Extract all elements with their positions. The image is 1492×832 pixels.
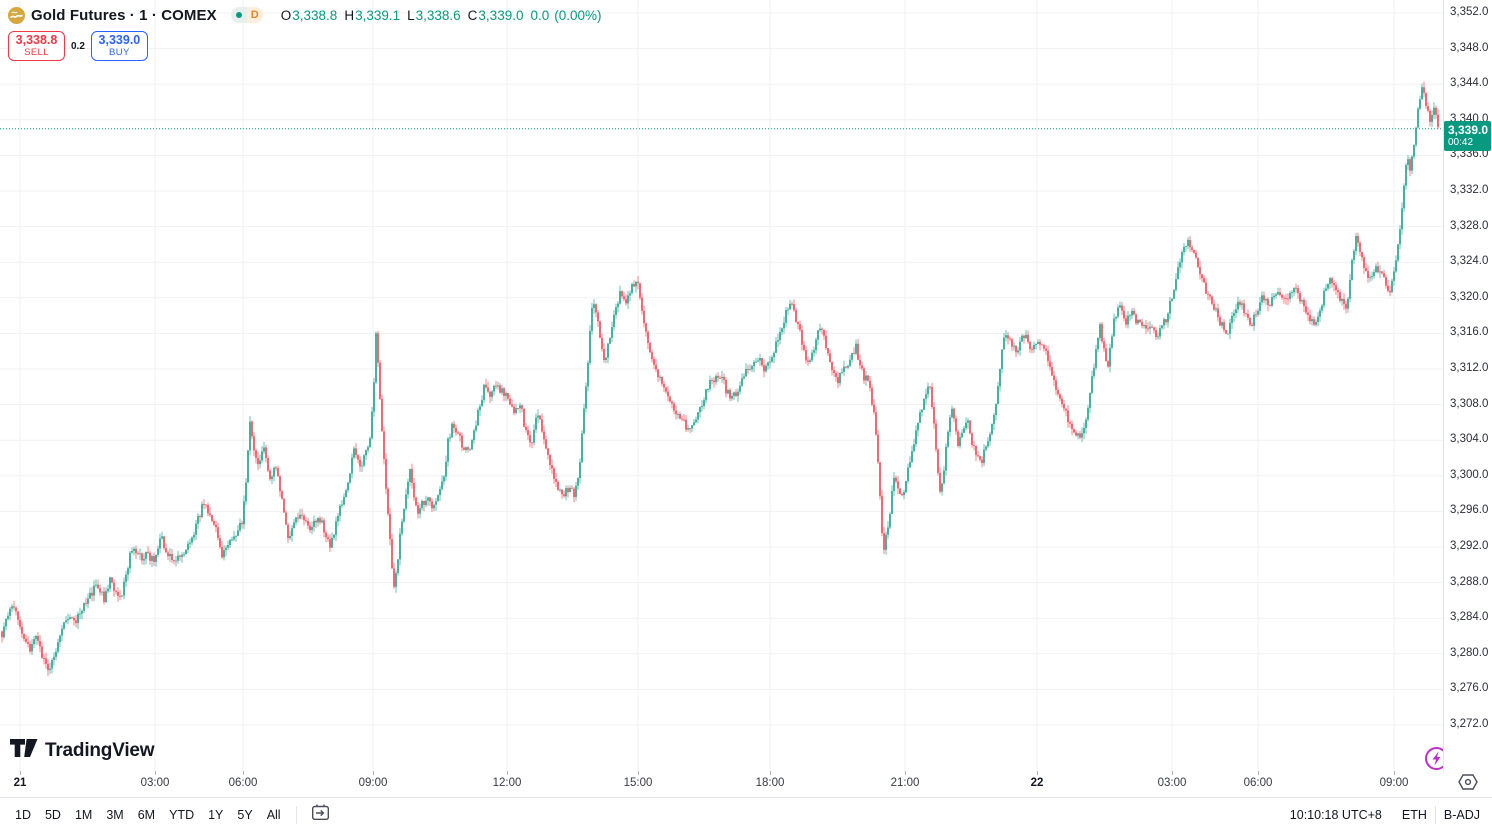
sell-label: SELL	[24, 46, 49, 58]
toolbar-right: 10:10:18 UTC+8 ETH B-ADJ	[1290, 806, 1492, 824]
time-axis-label: 22	[1030, 777, 1044, 789]
chart-header: Gold Futures · 1 · COMEX D O 3,338.8 H 3…	[8, 5, 607, 61]
session-type-button[interactable]: ETH	[1401, 808, 1427, 822]
axis-corner[interactable]	[1443, 771, 1492, 797]
time-axis-tick	[1394, 771, 1395, 775]
price-axis-label: 3,324.0	[1450, 255, 1489, 268]
time-axis-tick	[1258, 771, 1259, 775]
axis-settings-icon[interactable]	[1457, 772, 1479, 797]
last-price-value: 3,339.0	[1448, 123, 1489, 137]
time-axis-tick	[1037, 771, 1038, 775]
tradingview-logo[interactable]: TradingView	[10, 739, 155, 762]
buy-price: 3,339.0	[98, 32, 141, 47]
tradingview-logo-icon	[10, 739, 38, 762]
calendar-arrow-icon	[311, 803, 330, 827]
time-axis-tick	[20, 771, 21, 775]
time-axis-label: 06:00	[228, 777, 258, 789]
price-axis-label: 3,296.0	[1450, 504, 1489, 517]
time-axis-label: 03:00	[140, 777, 170, 789]
price-axis-label: 3,352.0	[1450, 6, 1489, 18]
bar-countdown: 00:42	[1448, 137, 1474, 149]
range-button-3m[interactable]: 3M	[106, 808, 124, 822]
price-axis-label: 3,304.0	[1450, 433, 1489, 446]
time-axis-label: 21	[13, 777, 27, 789]
open-value: 3,338.8	[292, 7, 338, 23]
price-axis-label: 3,280.0	[1450, 646, 1489, 659]
change-percent: (0.00%)	[554, 7, 602, 23]
ohlc-values: O 3,338.8 H 3,339.1 L 3,338.6 C 3,339.0 …	[281, 8, 607, 23]
price-axis-label: 3,276.0	[1450, 682, 1489, 695]
bid-ask-spread: 0.2	[71, 40, 85, 52]
buy-label: BUY	[109, 46, 130, 58]
close-value: 3,339.0	[478, 7, 524, 23]
time-axis-label: 21:00	[890, 777, 920, 789]
price-axis-label: 3,320.0	[1450, 290, 1489, 303]
time-axis-label: 09:00	[1379, 777, 1409, 789]
interval-badge: D	[246, 7, 263, 23]
tradingview-logo-text: TradingView	[45, 739, 155, 761]
range-button-1m[interactable]: 1M	[74, 808, 93, 822]
time-axis-tick	[243, 771, 244, 775]
price-axis-label: 3,332.0	[1450, 184, 1489, 196]
time-axis[interactable]: 21 03:00 06:00 09:00 12:00 15:00 18:00 21:00 22 0…	[0, 771, 1443, 797]
market-status-interval-badge[interactable]: D	[230, 7, 263, 23]
time-axis-label: 15:00	[623, 777, 653, 789]
toolbar-divider	[1434, 806, 1436, 824]
market-open-dot-icon	[230, 7, 247, 23]
price-axis-label: 3,328.0	[1450, 219, 1489, 232]
price-axis-label: 3,344.0	[1450, 77, 1489, 90]
time-axis-label: 12:00	[492, 777, 522, 789]
last-price-label: 3,339.0 00:42	[1444, 121, 1491, 151]
range-button-ytd[interactable]: YTD	[169, 808, 195, 822]
open-label: O	[280, 7, 292, 23]
date-range-switcher: 1D 5D 1M 3M 6M YTD 1Y 5Y All	[0, 805, 288, 825]
price-axis-label: 3,316.0	[1450, 326, 1489, 339]
time-axis-label: 06:00	[1243, 777, 1273, 789]
price-axis[interactable]: 3,352.0 3,348.0 3,344.0 3,340.0 3,336.0 3,332…	[1443, 0, 1492, 797]
time-axis-tick	[155, 771, 156, 775]
price-axis-label: 3,284.0	[1450, 611, 1489, 624]
price-axis-label: 3,300.0	[1450, 468, 1489, 481]
candlestick-chart[interactable]	[0, 0, 1443, 771]
close-label: C	[467, 7, 478, 23]
time-axis-label: 03:00	[1157, 777, 1187, 789]
bottom-toolbar: 1D 5D 1M 3M 6M YTD 1Y 5Y All 10:10:18 UTC+8 ETH …	[0, 797, 1492, 832]
time-axis-label: 18:00	[755, 777, 785, 789]
time-axis-tick	[905, 771, 906, 775]
symbol-title[interactable]: Gold Futures · 1 · COMEX	[31, 6, 217, 24]
range-button-6m[interactable]: 6M	[137, 808, 156, 822]
go-to-date-button[interactable]	[305, 801, 336, 829]
price-axis-label: 3,336.0	[1450, 148, 1489, 161]
price-axis-label: 3,348.0	[1450, 41, 1489, 54]
time-axis-tick	[770, 771, 771, 775]
range-button-all[interactable]: All	[266, 808, 281, 822]
time-axis-tick	[373, 771, 374, 775]
high-label: H	[344, 7, 355, 23]
range-button-1d[interactable]: 1D	[15, 808, 31, 822]
sell-price: 3,338.8	[15, 32, 58, 47]
price-axis-label: 3,288.0	[1450, 575, 1489, 588]
toolbar-divider	[295, 806, 297, 824]
time-axis-tick	[1172, 771, 1173, 775]
range-button-5d[interactable]: 5D	[44, 808, 61, 822]
sell-button[interactable]: 3,338.8 SELL	[8, 31, 65, 61]
time-axis-tick	[507, 771, 508, 775]
price-axis-label: 3,308.0	[1450, 397, 1489, 410]
range-button-5y[interactable]: 5Y	[237, 808, 253, 822]
gold-symbol-icon	[8, 6, 25, 24]
time-axis-tick	[638, 771, 639, 775]
adjustment-button[interactable]: B-ADJ	[1443, 808, 1480, 822]
price-axis-label: 3,292.0	[1450, 540, 1489, 552]
low-value: 3,338.6	[415, 7, 461, 23]
range-button-1y[interactable]: 1Y	[208, 808, 224, 822]
change-value: 0.0	[530, 7, 550, 23]
low-label: L	[407, 7, 415, 23]
high-value: 3,339.1	[355, 7, 401, 23]
buy-button[interactable]: 3,339.0 BUY	[90, 31, 148, 61]
time-axis-label: 09:00	[358, 777, 388, 789]
price-axis-label: 3,272.0	[1450, 718, 1489, 730]
price-axis-label: 3,312.0	[1450, 362, 1489, 374]
session-clock[interactable]: 10:10:18 UTC+8	[1289, 808, 1382, 822]
